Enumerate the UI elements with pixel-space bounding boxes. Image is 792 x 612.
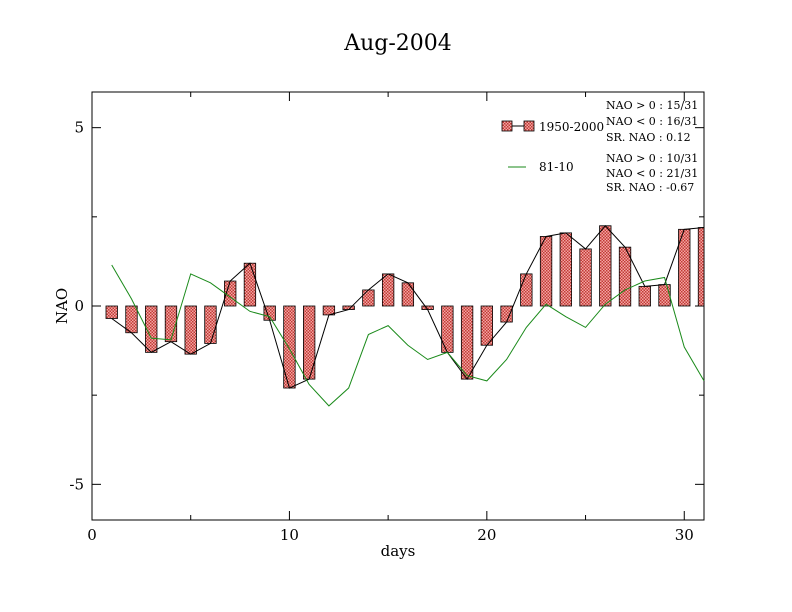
line-series bbox=[111, 224, 705, 407]
stat-sr-nao-2: SR. NAO : -0.67 bbox=[606, 181, 694, 194]
legend-item-81-10: 81-10 bbox=[508, 160, 574, 174]
y-tick-label: 0 bbox=[74, 297, 84, 315]
x-tick-label: 30 bbox=[675, 526, 694, 544]
stats-group-81-10: NAO > 0 : 10/31 NAO < 0 : 21/31 SR. NAO … bbox=[606, 152, 698, 194]
bar-day-14 bbox=[362, 289, 375, 307]
x-tick-label: 10 bbox=[280, 526, 299, 544]
legend-item-1950-2000: 1950-2000 bbox=[501, 120, 604, 134]
legend-swatch-right bbox=[523, 120, 535, 132]
bar-day-31 bbox=[697, 227, 705, 307]
bar-day-16 bbox=[401, 282, 415, 307]
bar-day-2 bbox=[125, 305, 138, 334]
stat-nao-negative-2: NAO < 0 : 21/31 bbox=[606, 167, 698, 180]
bar-day-19 bbox=[460, 305, 474, 380]
chart-title: Aug-2004 bbox=[343, 31, 452, 56]
bar-day-28 bbox=[638, 285, 651, 307]
bar-day-24 bbox=[559, 232, 572, 307]
y-tick-label: -5 bbox=[69, 475, 84, 493]
bar-day-22 bbox=[520, 273, 533, 307]
bar-series-1950-2000 bbox=[105, 225, 705, 389]
line-1950-2000 bbox=[111, 224, 705, 389]
bar-day-8 bbox=[243, 262, 257, 307]
y-tick-label: 5 bbox=[74, 119, 84, 137]
legend: 1950-2000 81-10 NAO > 0 : 15/31 NAO < 0 … bbox=[501, 99, 698, 194]
bar-day-25 bbox=[579, 248, 592, 307]
line-81-10 bbox=[111, 264, 705, 407]
stat-nao-negative-1: NAO < 0 : 16/31 bbox=[606, 115, 698, 128]
bar-day-6 bbox=[204, 305, 217, 344]
bar-day-26 bbox=[599, 225, 612, 307]
bar-day-23 bbox=[539, 236, 553, 307]
bar-day-4 bbox=[164, 305, 178, 343]
bar-day-20 bbox=[480, 305, 493, 346]
bar-day-21 bbox=[500, 305, 513, 323]
stat-nao-positive-2: NAO > 0 : 10/31 bbox=[606, 152, 698, 165]
legend-label-81-10: 81-10 bbox=[539, 160, 574, 174]
stat-nao-positive-1: NAO > 0 : 15/31 bbox=[606, 99, 698, 112]
bar-day-1 bbox=[105, 305, 118, 319]
stats-group-1950-2000: NAO > 0 : 15/31 NAO < 0 : 16/31 SR. NAO … bbox=[606, 99, 698, 144]
y-axis-label: NAO bbox=[53, 288, 71, 324]
bar-day-15 bbox=[381, 273, 395, 307]
legend-swatch-left bbox=[501, 120, 513, 132]
legend-label-1950-2000: 1950-2000 bbox=[539, 120, 604, 134]
x-tick-label: 0 bbox=[87, 526, 97, 544]
x-tick-label: 20 bbox=[477, 526, 496, 544]
stat-sr-nao-1: SR. NAO : 0.12 bbox=[606, 131, 691, 144]
bar-day-29 bbox=[658, 284, 671, 307]
bar-day-18 bbox=[441, 305, 454, 353]
bar-day-5 bbox=[184, 305, 197, 355]
axis-ticks: 0 10 20 30 -5 0 5 bbox=[69, 92, 704, 544]
bar-day-11 bbox=[303, 305, 316, 380]
x-axis-label: days bbox=[381, 542, 416, 560]
